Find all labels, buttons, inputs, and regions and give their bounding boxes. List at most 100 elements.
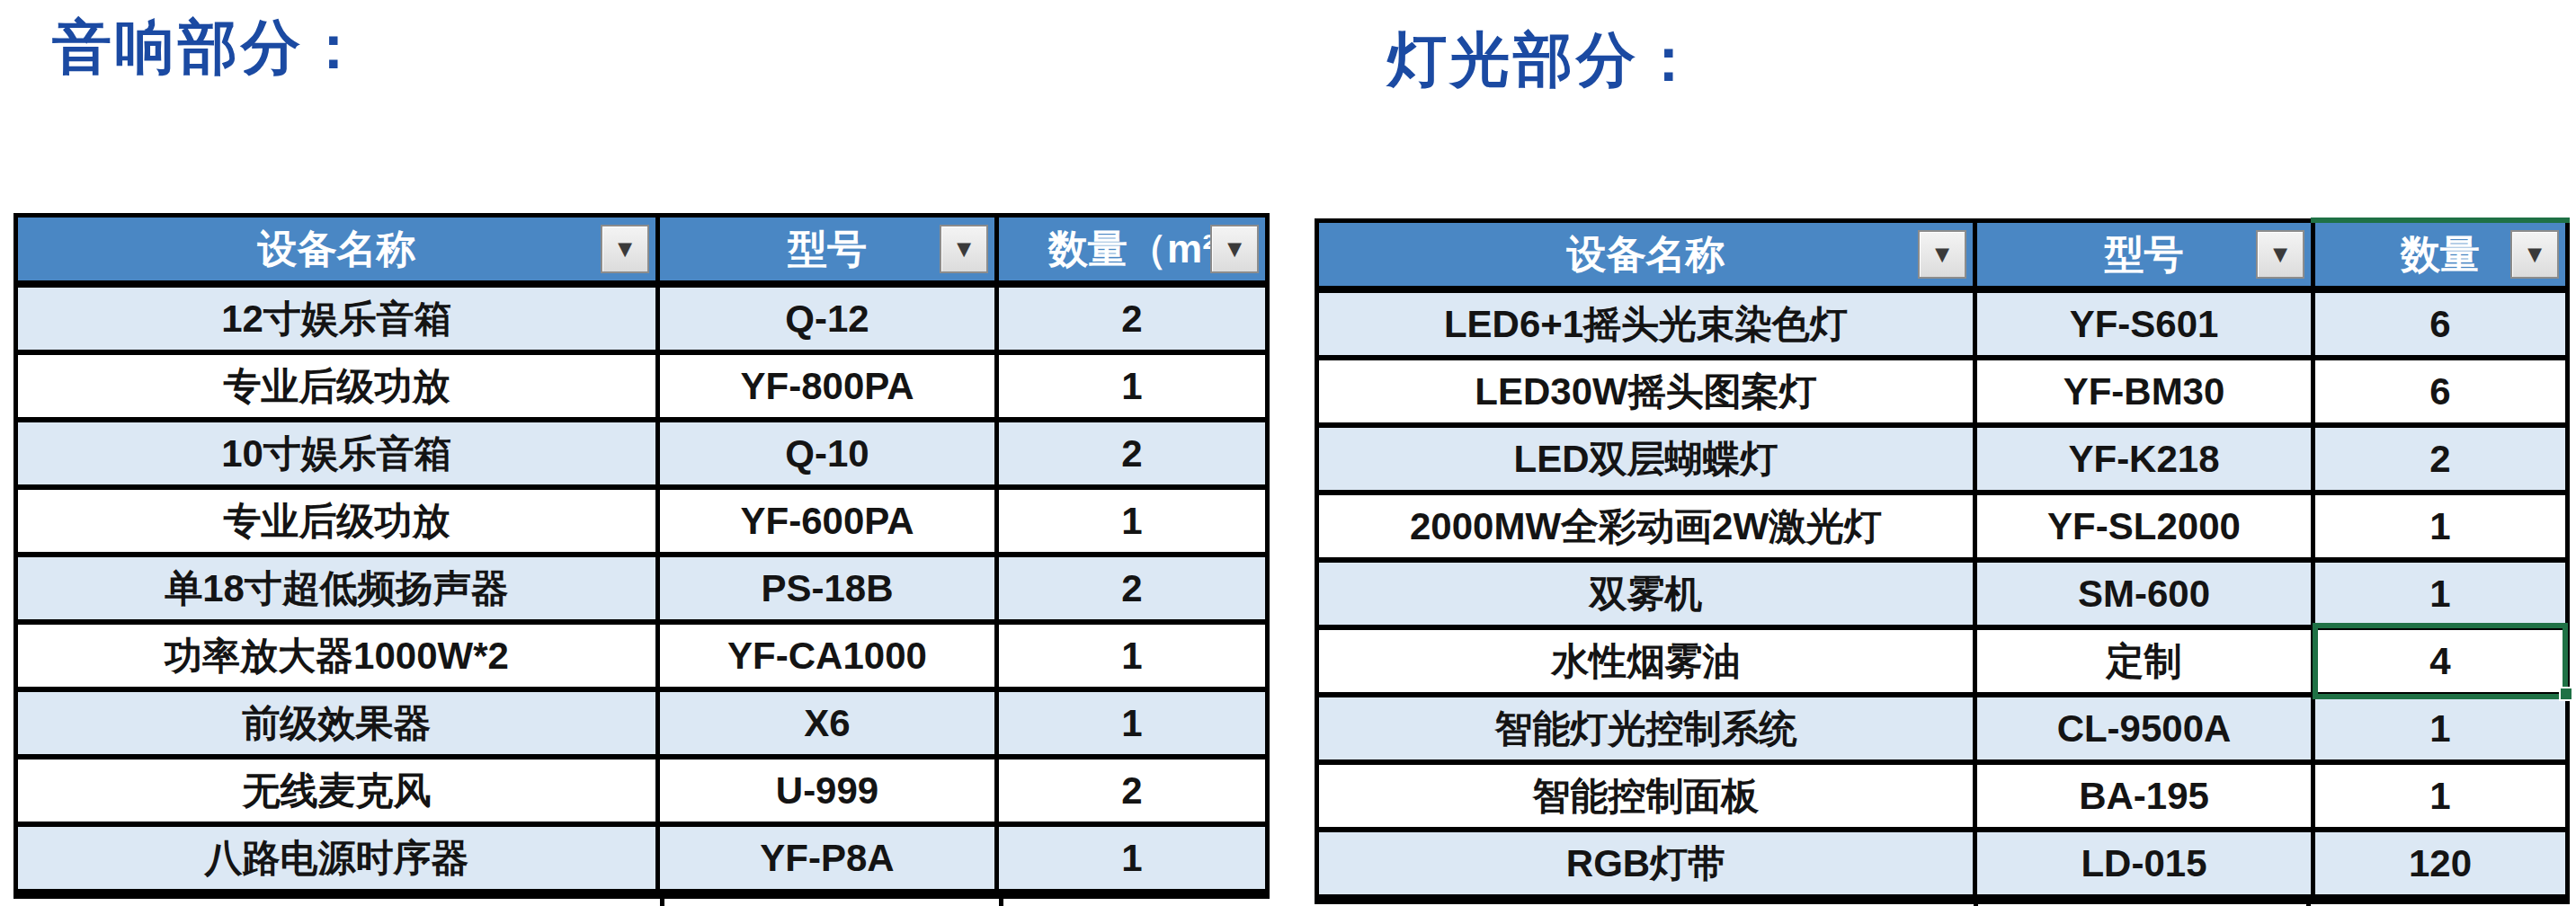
table-cell[interactable]: 10寸娱乐音箱 xyxy=(18,422,660,484)
table-cell[interactable]: YF-P8A xyxy=(660,827,999,889)
table-header-row: 设备名称 ▼ 型号 ▼ 数量 ▼ xyxy=(1319,223,2565,293)
table-cell[interactable]: LED30W摇头图案灯 xyxy=(1319,360,1977,422)
table-cell[interactable]: 双雾机 xyxy=(1319,563,1977,625)
column-header-label: 型号 xyxy=(2105,228,2184,281)
selected-cell[interactable]: 4 xyxy=(2315,630,2565,692)
table-cell[interactable]: 单18寸超低频扬声器 xyxy=(18,557,660,619)
column-header-label: 设备名称 xyxy=(258,223,416,276)
table-row: 2000MW全彩动画2W激光灯 YF-SL2000 1 xyxy=(1319,495,2565,563)
filter-dropdown-button[interactable]: ▼ xyxy=(1918,230,1966,279)
table-row: 智能灯光控制系统 CL-9500A 1 xyxy=(1319,697,2565,765)
filter-dropdown-button[interactable]: ▼ xyxy=(1210,225,1259,273)
table-row: 无线麦克风 U-999 2 xyxy=(18,759,1265,827)
lighting-equipment-table: 设备名称 ▼ 型号 ▼ 数量 ▼ LED6+1摇头光束染色灯 YF-S601 6… xyxy=(1315,218,2570,904)
table-cell[interactable]: 2 xyxy=(999,288,1265,350)
filter-dropdown-icon: ▼ xyxy=(2268,243,2293,267)
table-row: 前级效果器 X6 1 xyxy=(18,692,1265,759)
table-cell[interactable]: 1 xyxy=(999,355,1265,417)
table-cell[interactable]: 6 xyxy=(2315,293,2565,355)
table-row: 水性烟雾油 定制 4 xyxy=(1319,630,2565,697)
table-cell[interactable]: 1 xyxy=(2315,765,2565,827)
table-row: 专业后级功放 YF-800PA 1 xyxy=(18,355,1265,422)
table-cell[interactable]: Q-10 xyxy=(660,422,999,484)
table-cell[interactable]: LED双层蝴蝶灯 xyxy=(1319,428,1977,490)
filter-dropdown-icon: ▼ xyxy=(613,237,637,262)
table-cell[interactable]: YF-K218 xyxy=(1977,428,2315,490)
table-cell[interactable]: U-999 xyxy=(660,759,999,822)
column-header-quantity[interactable]: 数量（m² ▼ xyxy=(999,218,1265,280)
column-header-device-name[interactable]: 设备名称 ▼ xyxy=(1319,223,1977,286)
table-cell[interactable]: CL-9500A xyxy=(1977,697,2315,759)
table-cell[interactable]: YF-SL2000 xyxy=(1977,495,2315,557)
table-cell[interactable]: SM-600 xyxy=(1977,563,2315,625)
table-cell[interactable]: 2 xyxy=(2315,428,2565,490)
filter-dropdown-button[interactable]: ▼ xyxy=(601,225,649,273)
table-cell[interactable]: 专业后级功放 xyxy=(18,490,660,552)
filter-dropdown-icon: ▼ xyxy=(1223,237,1247,262)
table-cell[interactable]: 2 xyxy=(999,422,1265,484)
table-cell[interactable]: 1 xyxy=(999,827,1265,889)
table-cell[interactable]: 1 xyxy=(2315,563,2565,625)
column-header-model[interactable]: 型号 ▼ xyxy=(660,218,999,280)
table-cell[interactable]: BA-195 xyxy=(1977,765,2315,827)
filter-dropdown-icon: ▼ xyxy=(2523,243,2547,267)
table-cell[interactable]: 12寸娱乐音箱 xyxy=(18,288,660,350)
filter-dropdown-button[interactable]: ▼ xyxy=(2256,230,2304,279)
table-row: 12寸娱乐音箱 Q-12 2 xyxy=(18,288,1265,355)
table-cell[interactable]: 无线麦克风 xyxy=(18,759,660,822)
table-row: 10寸娱乐音箱 Q-10 2 xyxy=(18,422,1265,490)
filter-dropdown-icon: ▼ xyxy=(1930,243,1955,267)
column-header-label: 数量 xyxy=(2401,228,2480,281)
table-cell[interactable]: 专业后级功放 xyxy=(18,355,660,417)
grid-border-stub xyxy=(1974,900,1978,906)
table-cell[interactable]: 功率放大器1000W*2 xyxy=(18,625,660,687)
table-cell[interactable]: YF-600PA xyxy=(660,490,999,552)
table-row: 八路电源时序器 YF-P8A 1 xyxy=(18,827,1265,894)
table-cell[interactable]: 1 xyxy=(999,625,1265,687)
table-cell[interactable]: 前级效果器 xyxy=(18,692,660,754)
table-cell[interactable]: 水性烟雾油 xyxy=(1319,630,1977,692)
table-cell[interactable]: Q-12 xyxy=(660,288,999,350)
table-cell[interactable]: PS-18B xyxy=(660,557,999,619)
table-cell[interactable]: 2 xyxy=(999,557,1265,619)
column-header-model[interactable]: 型号 ▼ xyxy=(1977,223,2315,286)
table-row: LED30W摇头图案灯 YF-BM30 6 xyxy=(1319,360,2565,428)
table-header-row: 设备名称 ▼ 型号 ▼ 数量（m² ▼ xyxy=(18,218,1265,288)
selection-fill-handle[interactable] xyxy=(2559,687,2573,701)
table-cell[interactable]: 智能灯光控制系统 xyxy=(1319,697,1977,759)
table-cell[interactable]: YF-800PA xyxy=(660,355,999,417)
table-cell[interactable]: 1 xyxy=(999,692,1265,754)
table-row: 专业后级功放 YF-600PA 1 xyxy=(18,490,1265,557)
table-cell[interactable]: 定制 xyxy=(1977,630,2315,692)
table-row: LED双层蝴蝶灯 YF-K218 2 xyxy=(1319,428,2565,495)
grid-border-stub xyxy=(999,894,1003,906)
audio-section-title: 音响部分： xyxy=(52,7,367,88)
table-cell[interactable]: RGB灯带 xyxy=(1319,832,1977,894)
table-cell[interactable]: 1 xyxy=(2315,495,2565,557)
table-cell[interactable]: 八路电源时序器 xyxy=(18,827,660,889)
column-header-label: 型号 xyxy=(788,223,867,276)
table-cell[interactable]: X6 xyxy=(660,692,999,754)
table-cell[interactable]: 1 xyxy=(999,490,1265,552)
table-cell[interactable]: 120 xyxy=(2315,832,2565,894)
table-cell[interactable]: LED6+1摇头光束染色灯 xyxy=(1319,293,1977,355)
table-cell[interactable]: 智能控制面板 xyxy=(1319,765,1977,827)
table-cell[interactable]: 2 xyxy=(999,759,1265,822)
table-cell[interactable]: 2000MW全彩动画2W激光灯 xyxy=(1319,495,1977,557)
table-row: 智能控制面板 BA-195 1 xyxy=(1319,765,2565,832)
table-cell[interactable]: LD-015 xyxy=(1977,832,2315,894)
column-header-label: 设备名称 xyxy=(1567,228,1725,281)
table-cell[interactable]: 6 xyxy=(2315,360,2565,422)
column-header-device-name[interactable]: 设备名称 ▼ xyxy=(18,218,660,280)
table-cell[interactable]: YF-BM30 xyxy=(1977,360,2315,422)
table-cell[interactable]: YF-CA1000 xyxy=(660,625,999,687)
filter-dropdown-button[interactable]: ▼ xyxy=(2510,230,2559,279)
grid-border-stub xyxy=(2306,900,2311,906)
table-row: 功率放大器1000W*2 YF-CA1000 1 xyxy=(18,625,1265,692)
table-cell[interactable]: 1 xyxy=(2315,697,2565,759)
table-cell[interactable]: YF-S601 xyxy=(1977,293,2315,355)
filter-dropdown-button[interactable]: ▼ xyxy=(940,225,988,273)
table-row: 双雾机 SM-600 1 xyxy=(1319,563,2565,630)
column-header-label: 数量（m² xyxy=(1048,223,1216,276)
column-header-quantity[interactable]: 数量 ▼ xyxy=(2315,223,2565,286)
